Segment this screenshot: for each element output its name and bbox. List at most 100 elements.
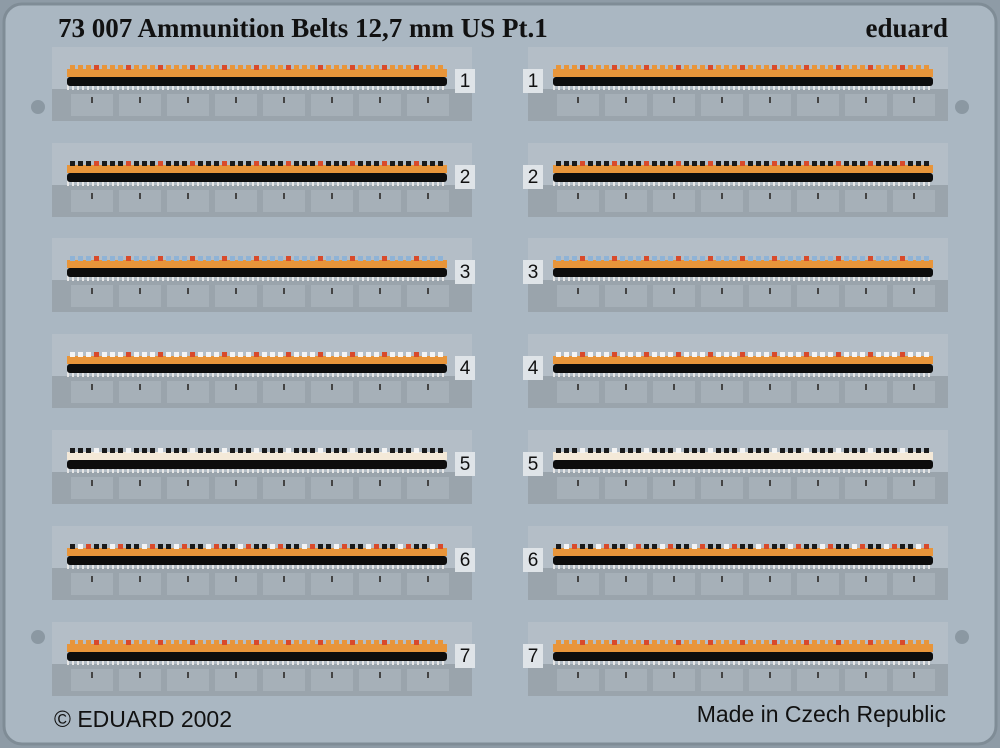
link [728, 564, 730, 569]
link [377, 660, 379, 665]
belt-number: 6 [460, 550, 471, 571]
link [377, 372, 379, 377]
bullet-tip [740, 65, 745, 70]
bullet-tip [892, 256, 897, 261]
tab [407, 285, 449, 307]
bullet-tip [110, 161, 115, 166]
link [97, 564, 99, 569]
bullet-tip [924, 65, 929, 70]
bullet-tip [374, 352, 379, 357]
bullet-tip [406, 161, 411, 166]
link [127, 276, 129, 281]
link [167, 564, 169, 569]
link [217, 660, 219, 665]
tab [845, 94, 887, 116]
link [808, 468, 810, 473]
bullet-tip [860, 65, 865, 70]
link [708, 468, 710, 473]
link [758, 181, 760, 186]
bullet-tip [142, 256, 147, 261]
link [392, 372, 394, 377]
link [723, 181, 725, 186]
bullet-tip [676, 448, 681, 453]
link [618, 468, 620, 473]
bullet-tip [812, 640, 817, 645]
link [648, 181, 650, 186]
bullet-tip [604, 256, 609, 261]
tab [605, 94, 647, 116]
link [192, 85, 194, 90]
link [322, 181, 324, 186]
link [307, 660, 309, 665]
link [908, 85, 910, 90]
link [628, 181, 630, 186]
link [382, 276, 384, 281]
bullet-tip [158, 65, 163, 70]
link [773, 181, 775, 186]
bullet-tip [230, 65, 235, 70]
tab [119, 573, 161, 595]
link [442, 276, 444, 281]
tab [845, 285, 887, 307]
link [843, 564, 845, 569]
bullet-tip [668, 256, 673, 261]
link [918, 564, 920, 569]
bullet-tip [262, 65, 267, 70]
link [397, 660, 399, 665]
link [653, 85, 655, 90]
link [678, 276, 680, 281]
belt-number: 4 [528, 358, 539, 379]
tab [407, 190, 449, 212]
bullet-tip [700, 161, 705, 166]
link [412, 660, 414, 665]
link [137, 85, 139, 90]
link [903, 181, 905, 186]
link [407, 564, 409, 569]
bullet-tip [836, 448, 841, 453]
bullet-tip [182, 448, 187, 453]
tab-slot [139, 480, 141, 486]
link [633, 372, 635, 377]
bullet-tip [182, 256, 187, 261]
bullet-tip [716, 640, 721, 645]
link [92, 660, 94, 665]
link [783, 564, 785, 569]
bullet-tip [150, 65, 155, 70]
link [347, 468, 349, 473]
link [257, 85, 259, 90]
link [643, 564, 645, 569]
tab [119, 285, 161, 307]
link [798, 181, 800, 186]
bullet-tip [230, 256, 235, 261]
link [803, 181, 805, 186]
bullet-tip [908, 448, 913, 453]
bullet-tip [230, 352, 235, 357]
link [437, 564, 439, 569]
bullet-tip [222, 352, 227, 357]
tab-slot [673, 288, 675, 294]
link [903, 660, 905, 665]
bullet-tip [214, 448, 219, 453]
link [588, 564, 590, 569]
link [628, 85, 630, 90]
link [598, 85, 600, 90]
link [673, 660, 675, 665]
bullet-tip [182, 544, 187, 549]
link [848, 372, 850, 377]
bullet-tip [740, 161, 745, 166]
link [262, 564, 264, 569]
link [182, 468, 184, 473]
label-box [523, 260, 543, 284]
link [883, 372, 885, 377]
label-box [455, 165, 475, 189]
link [823, 468, 825, 473]
link [793, 181, 795, 186]
tab-slot [865, 576, 867, 582]
link [237, 660, 239, 665]
link [663, 468, 665, 473]
bullet-tip [556, 352, 561, 357]
belt-base [553, 652, 933, 661]
label-box [523, 644, 543, 668]
bullet-tip [110, 65, 115, 70]
bullet-tip [302, 256, 307, 261]
